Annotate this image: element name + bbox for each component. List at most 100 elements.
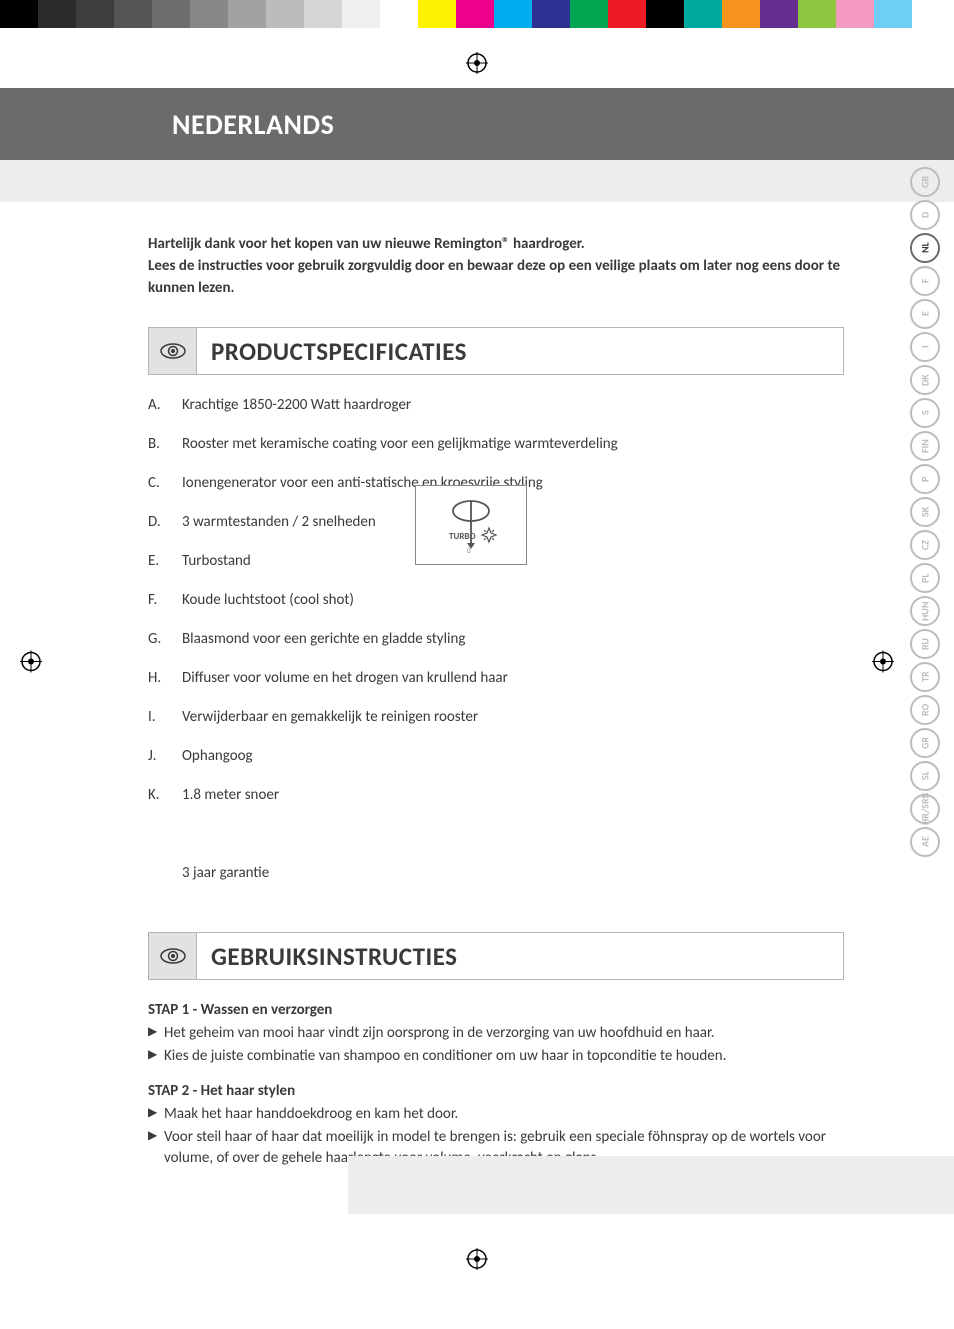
calibration-swatch — [836, 0, 874, 28]
spec-item: K.1.8 meter snoer — [148, 785, 844, 806]
svg-text:TURBO: TURBO — [449, 531, 476, 542]
lang-tab-d[interactable]: D — [910, 200, 940, 230]
spec-text: Koude luchtstoot (cool shot) — [182, 590, 844, 611]
registration-mark-icon — [20, 650, 42, 679]
spec-label: I. — [148, 707, 182, 728]
lang-tab-sl[interactable]: SL — [910, 761, 940, 791]
lang-tab-e[interactable]: E — [910, 299, 940, 329]
lang-tab-cz[interactable]: CZ — [910, 530, 940, 560]
lang-tab-gr[interactable]: GR — [910, 728, 940, 758]
lang-tab-i[interactable]: I — [910, 332, 940, 362]
eye-icon — [149, 328, 197, 374]
intro-line: Hartelijk dank voor het kopen van uw nie… — [148, 235, 585, 253]
registration-mark-icon — [466, 52, 488, 81]
lang-tab-sk[interactable]: SK — [910, 497, 940, 527]
turbo-switch-figure: TURBO 0 — [415, 485, 527, 565]
calibration-swatch — [570, 0, 608, 28]
bullet-arrow-icon: ▶ — [148, 1046, 164, 1065]
lang-tab-ru[interactable]: RU — [910, 629, 940, 659]
intro-text: Hartelijk dank voor het kopen van uw nie… — [148, 234, 844, 299]
step-bullet: ▶Maak het haar handdoekdroog en kam het … — [148, 1104, 844, 1125]
color-calibration-bar — [0, 0, 954, 28]
eye-icon — [149, 933, 197, 979]
language-tabs: GBDNLFEIDKSFINPSKCZPLHUNRUTRROGRSLHR/SRB… — [910, 167, 940, 857]
section-header-instructions: GEBRUIKSINSTRUCTIES — [148, 932, 844, 980]
lang-tab-hun[interactable]: HUN — [910, 596, 940, 626]
warranty-text: 3 jaar garantie — [182, 864, 844, 882]
lang-tab-ro[interactable]: RO — [910, 695, 940, 725]
registration-mark-icon — [466, 1248, 488, 1277]
calibration-swatch — [114, 0, 152, 28]
bullet-arrow-icon: ▶ — [148, 1104, 164, 1123]
spec-label: J. — [148, 746, 182, 767]
bullet-text: Maak het haar handdoekdroog en kam het d… — [164, 1104, 458, 1125]
calibration-swatch — [456, 0, 494, 28]
lang-tab-p[interactable]: P — [910, 464, 940, 494]
calibration-swatch — [152, 0, 190, 28]
spec-text: Ophangoog — [182, 746, 844, 767]
spec-text: 1.8 meter snoer — [182, 785, 844, 806]
specs-list: A.Krachtige 1850-2200 Watt haardrogerB.R… — [148, 395, 844, 806]
step-bullet: ▶Het geheim van mooi haar vindt zijn oor… — [148, 1023, 844, 1044]
calibration-swatch — [38, 0, 76, 28]
calibration-swatch — [380, 0, 418, 28]
calibration-swatch — [342, 0, 380, 28]
lang-tab-f[interactable]: F — [910, 266, 940, 296]
calibration-swatch — [760, 0, 798, 28]
spec-item: F.Koude luchtstoot (cool shot) — [148, 590, 844, 611]
calibration-swatch — [228, 0, 266, 28]
step2-title: STAP 2 - Het haar stylen — [148, 1081, 844, 1102]
calibration-swatch — [684, 0, 722, 28]
page-title: NEDERLANDS — [172, 107, 334, 142]
spec-label: E. — [148, 551, 182, 572]
footer-band — [348, 1156, 954, 1214]
spec-label: C. — [148, 473, 182, 494]
spec-text: Verwijderbaar en gemakkelijk te reinigen… — [182, 707, 844, 728]
lang-tab-nl[interactable]: NL — [910, 233, 940, 263]
bullet-text: Kies de juiste combinatie van shampoo en… — [164, 1046, 726, 1067]
registration-mark-icon — [872, 650, 894, 679]
calibration-swatch — [266, 0, 304, 28]
lang-tab-s[interactable]: S — [910, 398, 940, 428]
bullet-arrow-icon: ▶ — [148, 1023, 164, 1042]
lang-tab-fin[interactable]: FIN — [910, 431, 940, 461]
spec-item: H.Diffuser voor volume en het drogen van… — [148, 668, 844, 689]
spec-item: I.Verwijderbaar en gemakkelijk te reinig… — [148, 707, 844, 728]
content-area: Hartelijk dank voor het kopen van uw nie… — [0, 202, 954, 1169]
calibration-swatch — [304, 0, 342, 28]
calibration-swatch — [608, 0, 646, 28]
lang-tab-ae[interactable]: AE — [910, 827, 940, 857]
bullet-arrow-icon: ▶ — [148, 1127, 164, 1146]
steps-block: STAP 1 - Wassen en verzorgen ▶Het geheim… — [148, 1000, 844, 1169]
title-band: NEDERLANDS — [0, 88, 954, 160]
calibration-swatch — [494, 0, 532, 28]
spec-label: G. — [148, 629, 182, 650]
calibration-swatch — [418, 0, 456, 28]
spec-item: J.Ophangoog — [148, 746, 844, 767]
spec-label: A. — [148, 395, 182, 416]
spec-label: H. — [148, 668, 182, 689]
lang-tab-tr[interactable]: TR — [910, 662, 940, 692]
lang-tab-dk[interactable]: DK — [910, 365, 940, 395]
lang-tab-gb[interactable]: GB — [910, 167, 940, 197]
spec-text: Blaasmond voor een gerichte en gladde st… — [182, 629, 844, 650]
calibration-swatch — [646, 0, 684, 28]
spec-label: F. — [148, 590, 182, 611]
spec-text: Krachtige 1850-2200 Watt haardroger — [182, 395, 844, 416]
calibration-swatch — [874, 0, 912, 28]
instructions-title: GEBRUIKSINSTRUCTIES — [197, 933, 457, 979]
bullet-text: Het geheim van mooi haar vindt zijn oors… — [164, 1023, 715, 1044]
light-band — [0, 160, 954, 202]
spec-label: K. — [148, 785, 182, 806]
lang-tab-hrsrb[interactable]: HR/SRB — [910, 794, 940, 824]
spec-item: A.Krachtige 1850-2200 Watt haardroger — [148, 395, 844, 416]
lang-tab-pl[interactable]: PL — [910, 563, 940, 593]
step1-title: STAP 1 - Wassen en verzorgen — [148, 1000, 844, 1021]
spec-text: Rooster met keramische coating voor een … — [182, 434, 844, 455]
step-bullet: ▶Kies de juiste combinatie van shampoo e… — [148, 1046, 844, 1067]
spec-item: G.Blaasmond voor een gerichte en gladde … — [148, 629, 844, 650]
calibration-swatch — [190, 0, 228, 28]
spec-label: B. — [148, 434, 182, 455]
section-header-specs: PRODUCTSPECIFICATIES — [148, 327, 844, 375]
calibration-swatch — [798, 0, 836, 28]
